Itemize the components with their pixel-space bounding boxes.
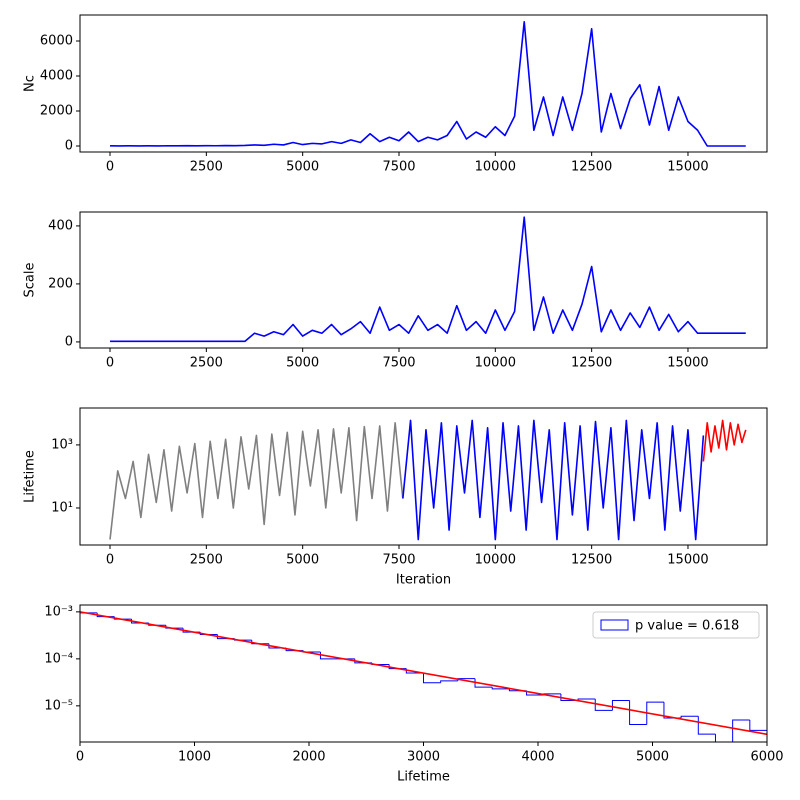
histogram-step bbox=[423, 672, 441, 684]
x-axis-label: Iteration bbox=[396, 573, 451, 588]
histogram-step bbox=[440, 680, 458, 683]
series-line bbox=[109, 422, 404, 540]
x-tick-label: 2500 bbox=[190, 356, 223, 371]
x-tick-label: 0 bbox=[106, 553, 114, 568]
x-tick-label: 3000 bbox=[407, 750, 440, 765]
axes-frame bbox=[79, 211, 768, 349]
y-tick-label: 10³ bbox=[51, 437, 73, 452]
y-tick-label: 10⁻³ bbox=[44, 604, 73, 619]
histogram-step bbox=[594, 698, 613, 711]
fit-line bbox=[80, 611, 767, 736]
histogram-step bbox=[80, 612, 98, 742]
axes-frame bbox=[79, 14, 768, 153]
histogram-step bbox=[680, 715, 699, 719]
y-tick-label: 10¹ bbox=[51, 500, 73, 515]
histogram-step bbox=[577, 698, 596, 701]
y-tick-label: 0 bbox=[65, 138, 73, 153]
histogram-step bbox=[165, 625, 184, 629]
y-tick-label: 2000 bbox=[40, 103, 73, 118]
series-line bbox=[110, 216, 746, 343]
histogram-step bbox=[491, 687, 510, 690]
y-tick-label: 400 bbox=[48, 218, 73, 233]
x-tick-label: 7500 bbox=[382, 356, 415, 371]
y-tick-label: 6000 bbox=[40, 34, 73, 49]
plot-area bbox=[110, 216, 746, 343]
x-tick-label: 7500 bbox=[382, 160, 415, 175]
histogram-step bbox=[646, 701, 664, 725]
series-line bbox=[110, 20, 746, 147]
legend-swatch bbox=[600, 619, 629, 631]
histogram-step bbox=[714, 734, 716, 742]
panel: 0 1000 2000 3000 4000 5000 6000 10⁻⁵ 10⁻⁴ 10⁻³ Lif… bbox=[44, 604, 783, 784]
plot-area bbox=[110, 20, 746, 147]
x-tick-label: 7500 bbox=[382, 553, 415, 568]
x-tick-label: 5000 bbox=[286, 553, 319, 568]
legend-box bbox=[592, 611, 760, 639]
series-line bbox=[702, 419, 747, 462]
y-axis-label: Scale bbox=[23, 263, 38, 298]
x-tick-label: 10000 bbox=[475, 553, 516, 568]
x-tick-label: 12500 bbox=[571, 356, 612, 371]
legend-label: p value = 0.618 bbox=[635, 619, 739, 634]
x-tick-label: 5000 bbox=[286, 356, 319, 371]
x-tick-label: 10000 bbox=[475, 160, 516, 175]
plot-area bbox=[80, 611, 767, 742]
y-tick-label: 0 bbox=[65, 334, 73, 349]
x-tick-label: 15000 bbox=[667, 160, 708, 175]
axes-frame bbox=[79, 407, 768, 546]
x-tick-label: 5000 bbox=[286, 160, 319, 175]
x-tick-label: 2500 bbox=[190, 553, 223, 568]
y-axis-label: Nc bbox=[23, 75, 38, 92]
legend: p value = 0.618 bbox=[592, 611, 760, 639]
x-tick-label: 0 bbox=[76, 750, 84, 765]
x-tick-label: 12500 bbox=[571, 160, 612, 175]
y-tick-label: 200 bbox=[48, 276, 73, 291]
x-tick-label: 0 bbox=[106, 356, 114, 371]
x-tick-label: 1000 bbox=[178, 750, 211, 765]
series-line bbox=[402, 419, 705, 541]
x-tick-label: 0 bbox=[106, 160, 114, 175]
panel: 0 2500 5000 7500 10000 12500 15000 0 200 400 Scale bbox=[23, 211, 768, 371]
x-tick-label: 10000 bbox=[475, 356, 516, 371]
histogram-step bbox=[749, 719, 767, 742]
histogram-step bbox=[560, 693, 579, 701]
x-tick-label: 2500 bbox=[190, 160, 223, 175]
axes-frame bbox=[79, 604, 768, 743]
y-tick-label: 10⁻⁵ bbox=[44, 698, 73, 713]
x-axis-label: Lifetime bbox=[397, 770, 450, 785]
y-axis-label: Lifetime bbox=[23, 450, 38, 503]
x-tick-label: 15000 bbox=[667, 553, 708, 568]
x-tick-label: 5000 bbox=[636, 750, 669, 765]
panel: 0 2500 5000 7500 10000 12500 15000 0 2000 4000 600… bbox=[23, 14, 768, 175]
histogram-step bbox=[732, 719, 750, 742]
x-tick-label: 2000 bbox=[292, 750, 325, 765]
y-tick-label: 4000 bbox=[40, 69, 73, 84]
x-tick-label: 12500 bbox=[571, 553, 612, 568]
x-tick-label: 6000 bbox=[750, 750, 783, 765]
panel: 0 2500 5000 7500 10000 12500 15000 10¹ 10³ Lifeti… bbox=[23, 407, 768, 588]
histogram-step bbox=[474, 678, 493, 688]
plot-area bbox=[109, 419, 747, 541]
histogram-step bbox=[629, 700, 647, 726]
x-tick-label: 4000 bbox=[521, 750, 554, 765]
x-tick-label: 15000 bbox=[667, 356, 708, 371]
y-tick-label: 10⁻⁴ bbox=[44, 651, 73, 666]
